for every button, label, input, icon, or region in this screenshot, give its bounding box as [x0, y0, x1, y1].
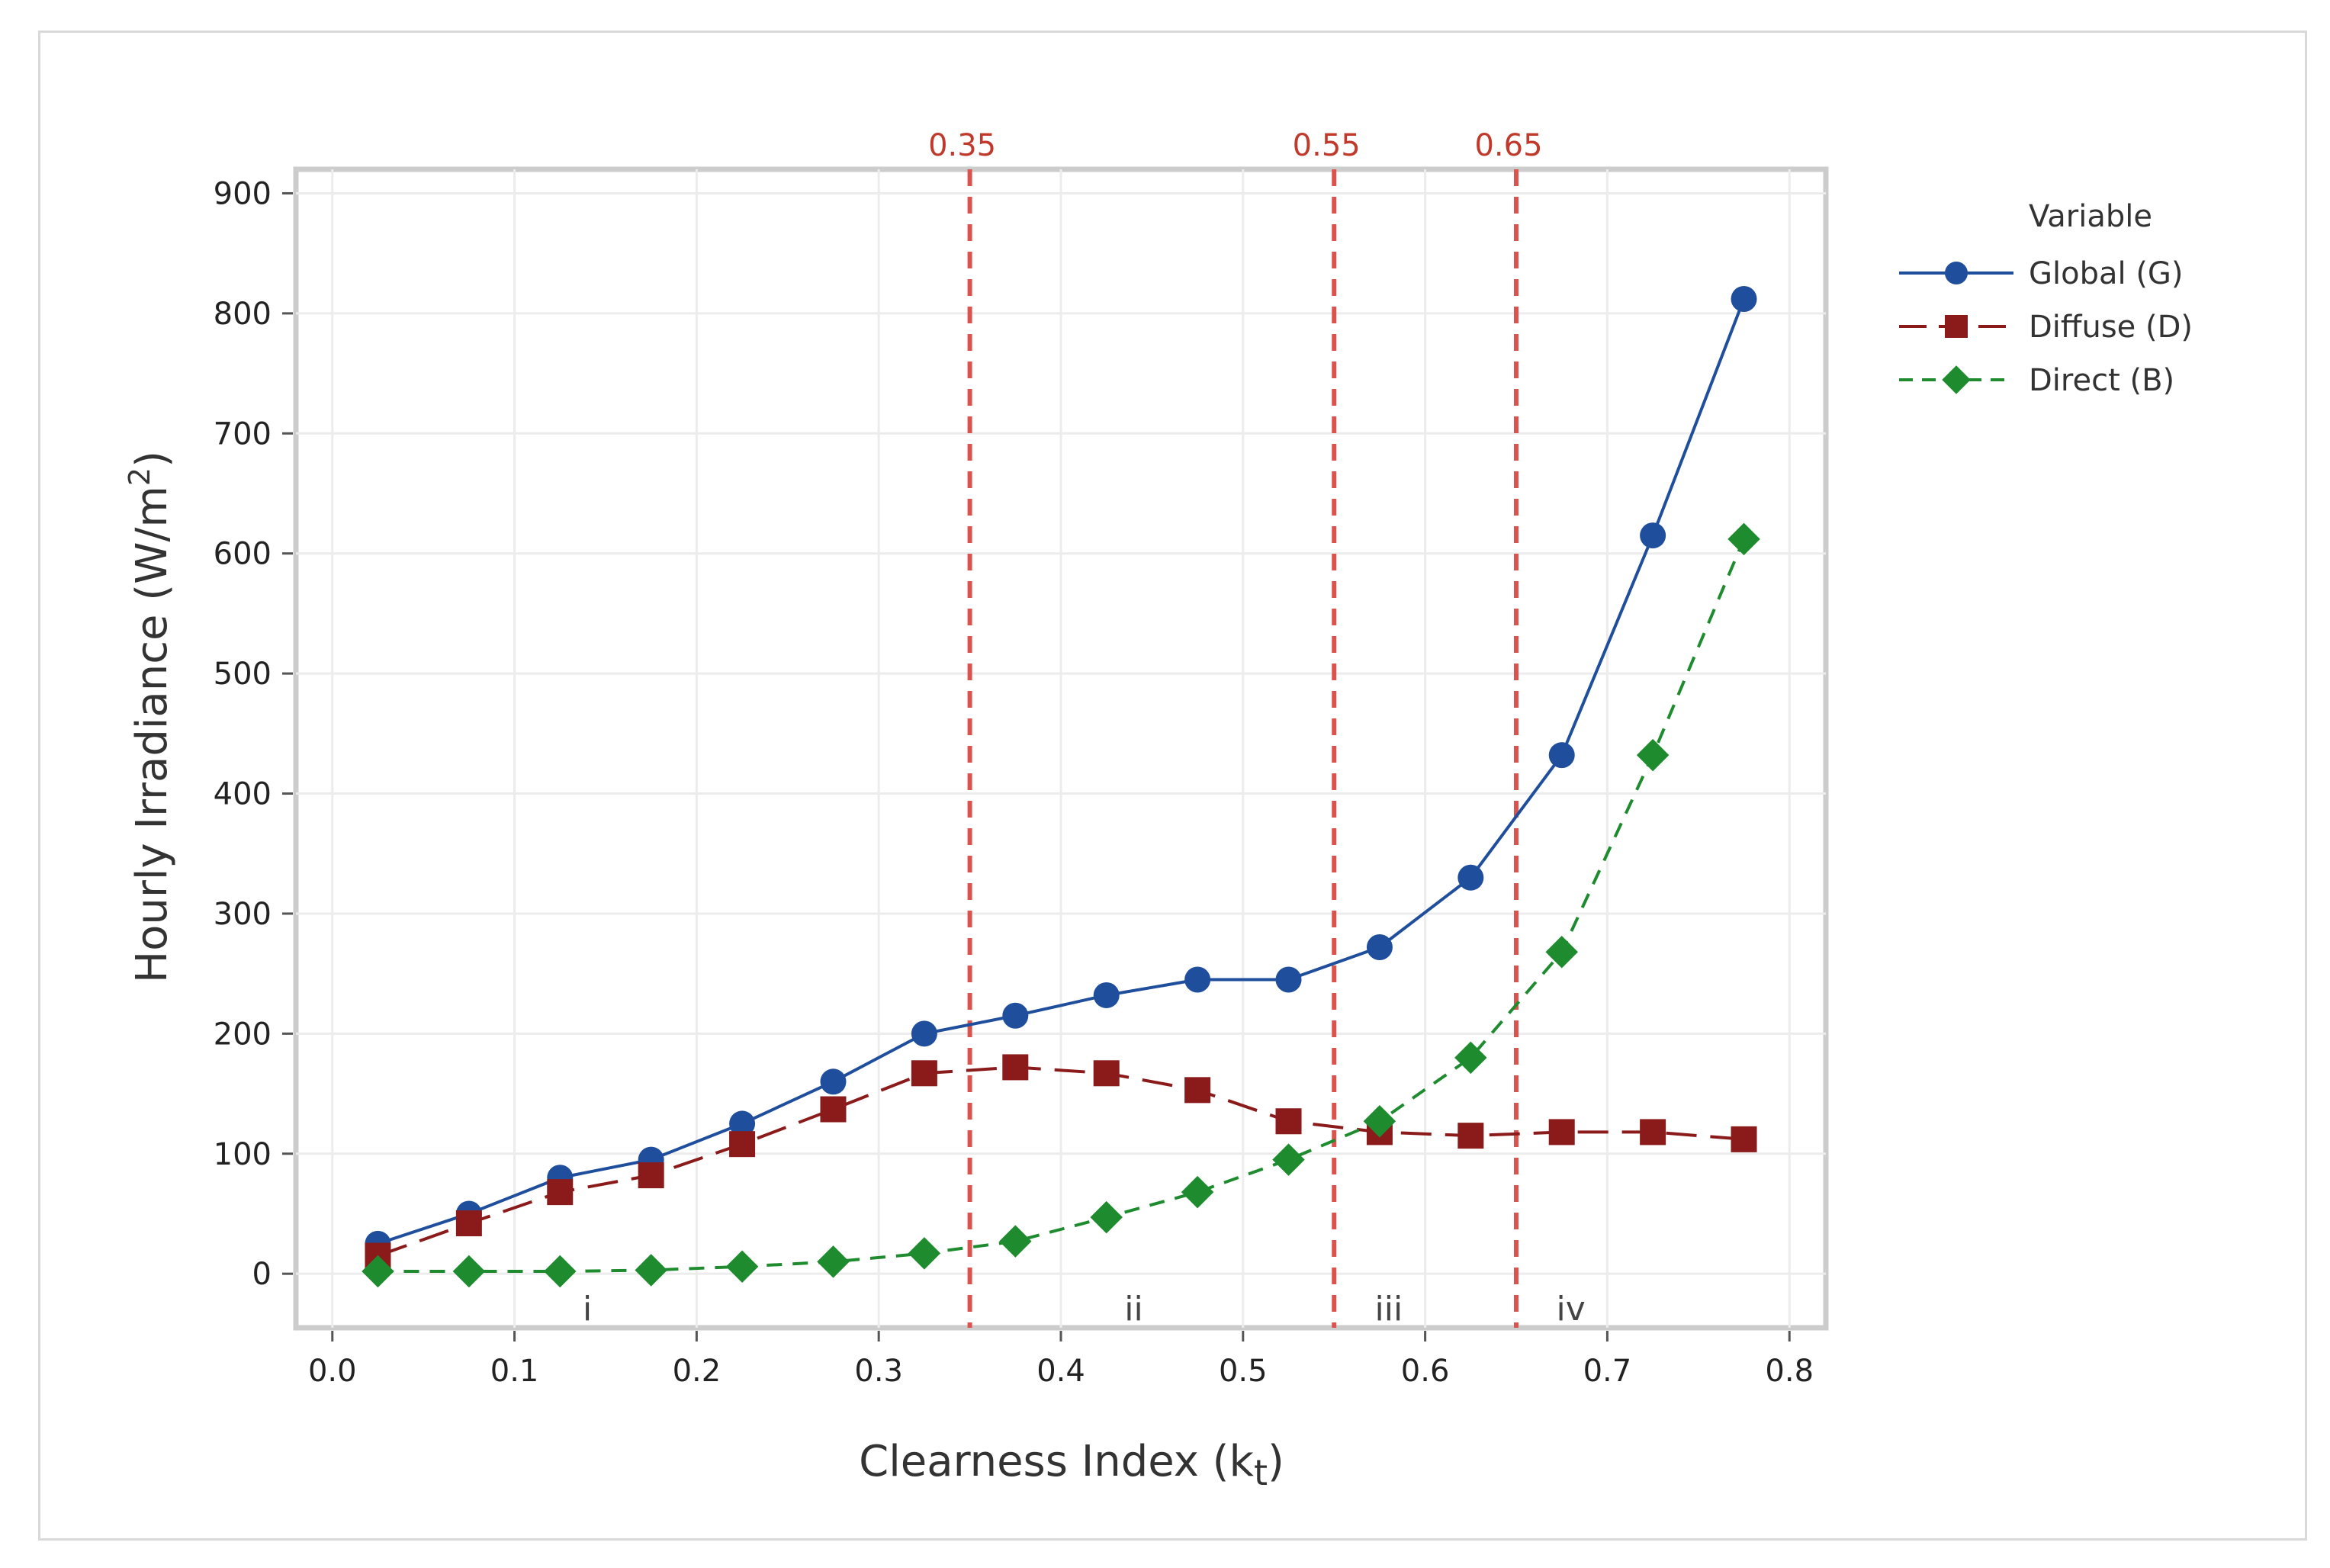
data-point-global-5 [820, 1068, 847, 1095]
region-labels: i ii iii iv [583, 1290, 1586, 1329]
y-tick-label-3: 300 [214, 897, 272, 932]
data-point-global-9 [1184, 966, 1211, 993]
data-point-direct-6 [908, 1237, 941, 1270]
data-point-diffuse-3 [638, 1162, 664, 1189]
data-point-direct-3 [635, 1254, 667, 1287]
series-line-global [377, 298, 1746, 1245]
x-tick-label-3: 0.3 [854, 1354, 903, 1389]
data-point-direct-1 [452, 1255, 486, 1288]
data-point-global-8 [1093, 982, 1120, 1008]
data-point-direct-5 [817, 1245, 850, 1278]
legend-entry-1: Diffuse (D) [2029, 310, 2193, 345]
legend-title: Variable [2029, 199, 2152, 234]
data-point-diffuse-1 [455, 1210, 482, 1237]
data-point-direct-14 [1636, 738, 1670, 772]
data-point-direct-13 [1545, 936, 1578, 969]
data-point-global-11 [1366, 934, 1393, 961]
reference-label-0.65: 0.65 [1474, 128, 1542, 163]
legend-entry-0: Global (G) [2029, 256, 2184, 291]
series-direct [362, 522, 1760, 1288]
data-point-global-10 [1275, 966, 1302, 993]
data-point-diffuse-10 [1275, 1108, 1302, 1135]
x-tick-label-6: 0.6 [1401, 1354, 1450, 1389]
data-point-direct-4 [725, 1250, 759, 1283]
axis-titles: Clearness Index (kt) Hourly Irradiance (… [123, 451, 1284, 1492]
y-tick-label-5: 500 [214, 657, 272, 692]
data-point-direct-9 [1181, 1175, 1214, 1209]
data-point-direct-15 [1727, 522, 1760, 556]
y-tick-label-8: 800 [214, 297, 272, 332]
legend: Variable Global (G) Diffuse (D) Direct (B) [1899, 199, 2193, 398]
data-point-diffuse-13 [1548, 1119, 1575, 1145]
series-line-diffuse [377, 1065, 1744, 1258]
series-line-direct [378, 538, 1746, 1274]
data-point-diffuse-6 [911, 1060, 937, 1087]
data-point-diffuse-8 [1093, 1060, 1120, 1087]
data-point-global-6 [911, 1020, 937, 1047]
data-series [362, 286, 1760, 1288]
y-tick-label-9: 900 [214, 176, 272, 211]
legend-entry-2: Direct (B) [2029, 363, 2174, 398]
y-tick-label-4: 400 [214, 777, 272, 812]
data-point-direct-8 [1090, 1200, 1123, 1234]
reference-label-0.55: 0.55 [1293, 128, 1361, 163]
reference-label-0.35: 0.35 [928, 128, 996, 163]
data-point-global-13 [1548, 742, 1575, 769]
x-tick-label-5: 0.5 [1219, 1354, 1268, 1389]
data-point-diffuse-15 [1731, 1126, 1757, 1152]
region-label-ii: ii [1124, 1290, 1143, 1329]
region-label-i: i [583, 1290, 592, 1329]
data-point-direct-11 [1363, 1105, 1396, 1138]
data-point-diffuse-2 [547, 1179, 574, 1206]
data-point-global-12 [1457, 864, 1484, 891]
grid-lines [296, 169, 1826, 1328]
data-point-diffuse-12 [1457, 1123, 1484, 1149]
data-point-diffuse-9 [1184, 1077, 1211, 1104]
data-point-diffuse-4 [729, 1131, 756, 1158]
x-tick-label-8: 0.8 [1765, 1354, 1814, 1389]
data-point-global-15 [1731, 286, 1757, 313]
region-label-iii: iii [1375, 1290, 1403, 1329]
data-point-diffuse-7 [1002, 1054, 1029, 1081]
data-point-direct-10 [1272, 1143, 1305, 1176]
x-tick-label-0: 0.0 [308, 1354, 357, 1389]
legend-marker-1 [1945, 315, 1968, 338]
x-tick-label-4: 0.4 [1036, 1354, 1085, 1389]
tick-labels: 0.0 0.1 0.2 0.3 0.4 0.5 0.6 0.7 0.8 0 100 200 300 400… [214, 176, 1814, 1389]
x-tick-label-7: 0.7 [1583, 1354, 1632, 1389]
x-axis-title: Clearness Index (kt) [859, 1437, 1284, 1493]
legend-marker-2 [1942, 365, 1971, 394]
region-label-iv: iv [1557, 1290, 1586, 1329]
data-point-direct-7 [999, 1225, 1032, 1258]
data-point-direct-0 [362, 1255, 394, 1288]
x-tick-label-2: 0.2 [673, 1354, 721, 1389]
legend-marker-0 [1945, 262, 1968, 284]
y-axis-title: Hourly Irradiance (W/m2) [123, 451, 177, 983]
y-tick-label-7: 700 [214, 416, 272, 451]
y-tick-label-6: 600 [214, 537, 272, 572]
data-point-direct-2 [544, 1255, 577, 1288]
data-point-global-14 [1640, 522, 1666, 549]
data-point-diffuse-5 [820, 1096, 847, 1123]
data-point-diffuse-14 [1640, 1119, 1666, 1145]
y-tick-label-2: 200 [214, 1017, 272, 1052]
data-point-direct-12 [1454, 1041, 1487, 1075]
y-tick-label-0: 0 [252, 1257, 272, 1292]
y-tick-label-1: 100 [214, 1137, 272, 1172]
data-point-global-4 [729, 1110, 756, 1137]
data-point-global-7 [1002, 1002, 1029, 1029]
x-tick-label-1: 0.1 [490, 1354, 539, 1389]
